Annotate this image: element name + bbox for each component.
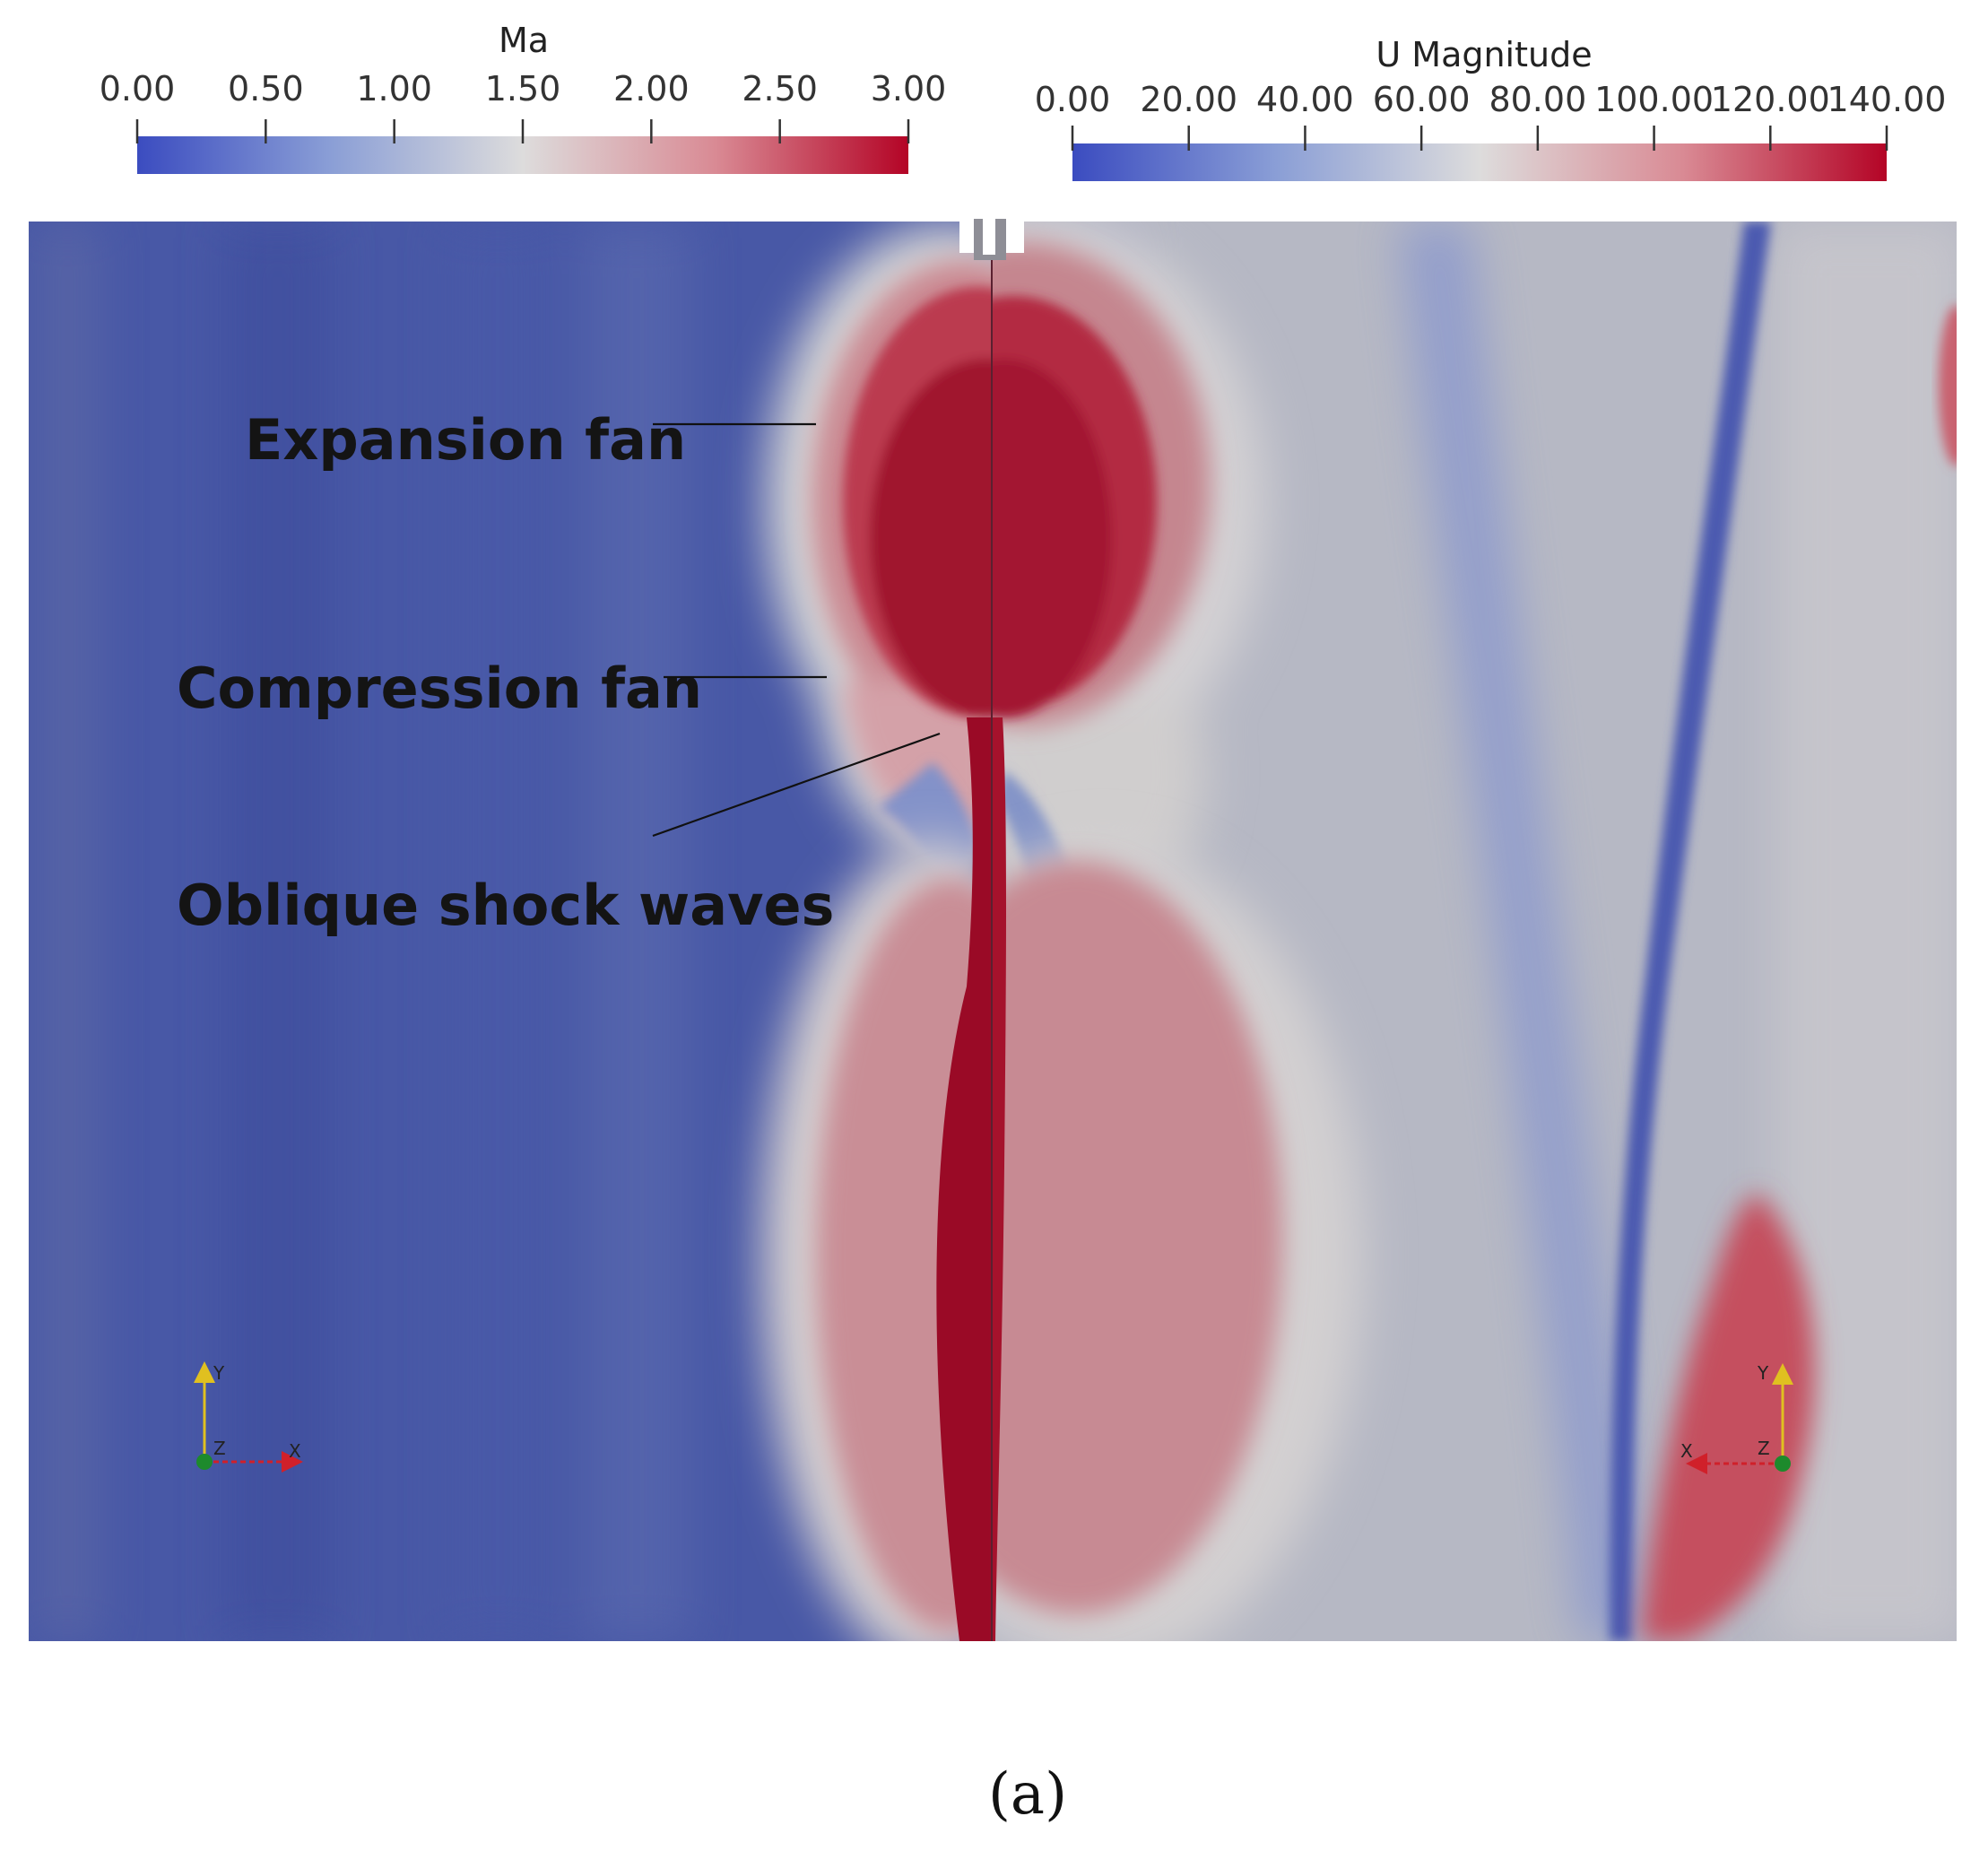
u-colorbar-tick-label: 0.00 [1035,80,1111,119]
ma-colorbar-tick-label: 0.00 [100,69,176,109]
left-triad-x: X [289,1440,301,1462]
u-colorbar-tick-label: 120.00 [1711,80,1830,119]
left-triad-y: Y [213,1362,225,1384]
u-colorbar-tick-label: 140.00 [1827,80,1947,119]
ma-colorbar-title: Ma [499,21,549,60]
ma-colorbar: Ma 0.00 0.50 1.00 1.50 2.00 2.50 3.00 [100,21,947,174]
u-magnitude-colorbar: U Magnitude 0.00 20.00 40.00 60.00 80.00 100.… [1035,35,1947,181]
annotation-expansion-fan: Expansion fan [245,407,816,473]
expansion-fan-label: Expansion fan [245,407,686,473]
u-colorbar-tick-label: 60.00 [1373,80,1471,119]
u-magnitude-colorbar-gradient [1072,143,1887,181]
right-triad-z: Z [1758,1438,1770,1459]
right-triad-y: Y [1757,1362,1769,1384]
compression-fan-label: Compression fan [177,656,702,721]
u-colorbar-tick-label: 80.00 [1489,80,1586,119]
ma-colorbar-tick-label: 1.00 [356,69,432,109]
mach-field-panel [29,222,992,1641]
oblique-shock-label: Oblique shock waves [177,873,834,938]
ma-colorbar-tick-label: 3.00 [871,69,947,109]
ma-colorbar-tick-label: 1.50 [485,69,561,109]
u-colorbar-tick-label: 20.00 [1140,80,1237,119]
u-colorbar-tick-label: 40.00 [1256,80,1354,119]
figure-caption: (a) [988,1761,1067,1828]
oblique-shock-leader [652,732,941,838]
left-triad-z: Z [213,1438,226,1459]
right-triad-x: X [1680,1440,1693,1462]
u-magnitude-colorbar-title: U Magnitude [1376,35,1592,74]
nozzle [959,219,1024,260]
ma-colorbar-tick-label: 0.50 [228,69,304,109]
annotation-oblique-shock: Oblique shock waves [177,732,941,938]
axes-triad-left: Y Z X [194,1361,303,1473]
axes-triad-right: Y Z X [1680,1362,1793,1474]
ma-colorbar-tick-label: 2.50 [742,69,818,109]
u-colorbar-tick-label: 100.00 [1594,80,1714,119]
ma-colorbar-tick-label: 2.00 [613,69,690,109]
annotation-compression-fan: Compression fan [177,656,827,721]
u-magnitude-field-panel [992,222,1957,1641]
